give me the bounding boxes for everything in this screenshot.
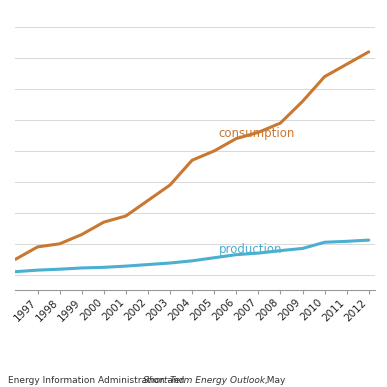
Text: Short-Term Energy Outlook,: Short-Term Energy Outlook, — [8, 376, 268, 385]
Text: May: May — [8, 376, 285, 385]
Text: consumption: consumption — [219, 127, 295, 140]
Text: Energy Information Administration and: Energy Information Administration and — [8, 376, 187, 385]
Text: production: production — [219, 243, 282, 255]
